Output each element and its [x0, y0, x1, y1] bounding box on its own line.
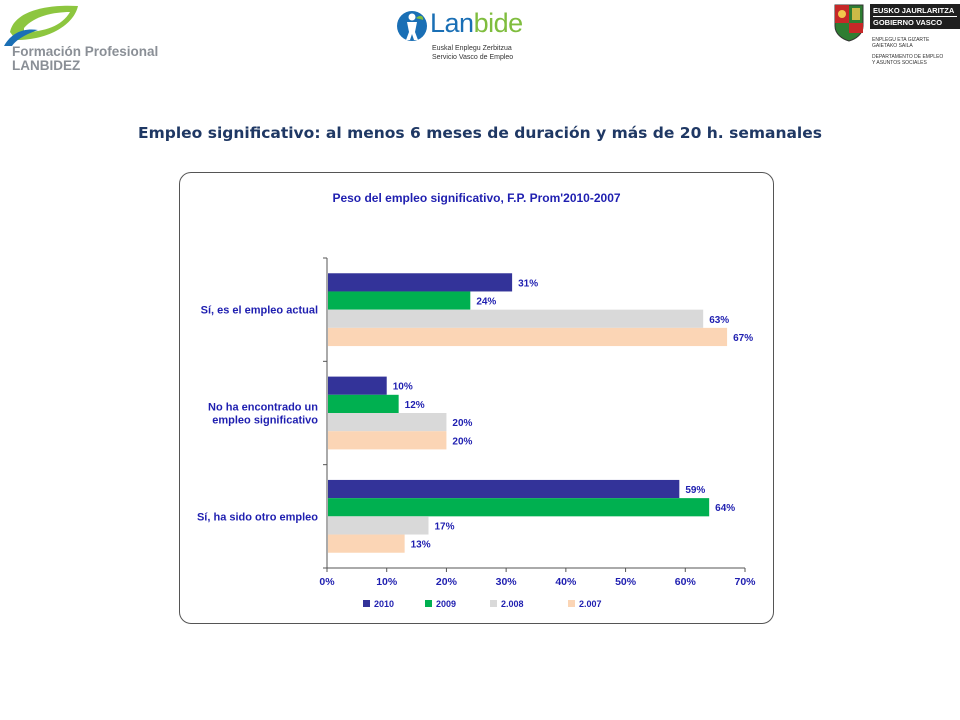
- bar: [328, 309, 704, 328]
- chart-title: Peso del empleo significativo, F.P. Prom…: [332, 191, 621, 205]
- dep-line1: ENPLEGU ETA GIZARTE: [872, 37, 930, 43]
- bar: [328, 376, 387, 395]
- data-label: 13%: [411, 540, 431, 551]
- data-label: 24%: [476, 297, 496, 308]
- gobierno-vasco-logo: EUSKO JAURLARITZA GOBIERNO VASCO ENPLEGU…: [832, 2, 960, 72]
- legend-swatch: [568, 600, 575, 607]
- data-label: 10%: [393, 382, 413, 393]
- bar: [328, 273, 513, 292]
- bar: [328, 327, 728, 347]
- legend-swatch: [425, 600, 432, 607]
- bar-chart: 0% 10% 20% 30% 40% 50% 60% 70% 31% 24% 63% 67% Sí, e…: [197, 257, 756, 609]
- gov-name-box: EUSKO JAURLARITZA GOBIERNO VASCO: [870, 4, 960, 29]
- lanbide-sub2: Servicio Vasco de Empleo: [432, 54, 514, 61]
- legend-label: 2.008: [501, 599, 524, 609]
- bar: [328, 413, 447, 432]
- data-label: 67%: [733, 333, 753, 344]
- legend-swatch: [490, 600, 497, 607]
- legend-label: 2.007: [579, 599, 602, 609]
- chart-container: Peso del empleo significativo, F.P. Prom…: [179, 172, 774, 624]
- x-tick-label: 50%: [615, 576, 637, 588]
- x-tick-label: 10%: [376, 576, 398, 588]
- bar: [328, 431, 447, 450]
- data-label: 12%: [405, 400, 425, 411]
- lanbide-wordmark-a: Lan: [430, 8, 474, 38]
- legend-label: 2009: [436, 599, 456, 609]
- bar: [328, 534, 405, 553]
- bar: [328, 394, 399, 413]
- data-label: 59%: [685, 485, 705, 496]
- category-label: empleo significativo: [212, 415, 318, 427]
- dep-line2: GAIETAKO SAILA: [872, 43, 913, 49]
- slide-title: Empleo significativo: al menos 6 meses d…: [138, 124, 822, 142]
- logo-left-line2: LANBIDEZ: [12, 58, 81, 73]
- leaf-logo-icon: [4, 5, 78, 46]
- data-label: 17%: [435, 521, 455, 532]
- dep-line3: DEPARTAMENTO DE EMPLEO: [872, 54, 944, 60]
- bar: [328, 291, 471, 310]
- gov-name-line1: EUSKO JAURLARITZA: [873, 6, 955, 15]
- bar: [328, 516, 429, 535]
- data-label: 20%: [452, 418, 472, 429]
- category-label: Sí, ha sido otro empleo: [197, 511, 318, 523]
- x-tick-label: 60%: [675, 576, 697, 588]
- data-label: 64%: [715, 503, 735, 514]
- x-tick-label: 20%: [436, 576, 458, 588]
- data-label: 31%: [518, 278, 538, 289]
- legend-label: 2010: [374, 599, 394, 609]
- lanbide-sub1: Euskal Enplegu Zerbitzua: [432, 45, 512, 52]
- bar: [328, 498, 710, 517]
- data-label: 20%: [452, 436, 472, 447]
- formacion-profesional-logo: Formación Profesional LANBIDEZ: [4, 2, 179, 73]
- category-label: No ha encontrado un: [208, 402, 318, 414]
- lanbide-wordmark: Lanbide: [430, 8, 523, 39]
- dep-line4: Y ASUNTOS SOCIALES: [872, 60, 927, 66]
- lanbide-logo: Lanbide Euskal Enplegu Zerbitzua Servici…: [396, 6, 526, 66]
- gov-name-line2: GOBIERNO VASCO: [873, 16, 957, 28]
- bar: [328, 479, 680, 499]
- lanbide-wordmark-b: bide: [473, 8, 524, 38]
- x-tick-label: 70%: [734, 576, 756, 588]
- x-tick-label: 30%: [496, 576, 518, 588]
- logo-left-line1: Formación Profesional: [12, 44, 159, 59]
- lanbide-figure-icon: [397, 11, 427, 41]
- category-label: Sí, es el empleo actual: [201, 305, 318, 317]
- legend-swatch: [363, 600, 370, 607]
- x-tick-label: 0%: [319, 576, 335, 588]
- data-label: 63%: [709, 315, 729, 326]
- x-tick-label: 40%: [555, 576, 577, 588]
- coat-of-arms-icon: [834, 4, 864, 42]
